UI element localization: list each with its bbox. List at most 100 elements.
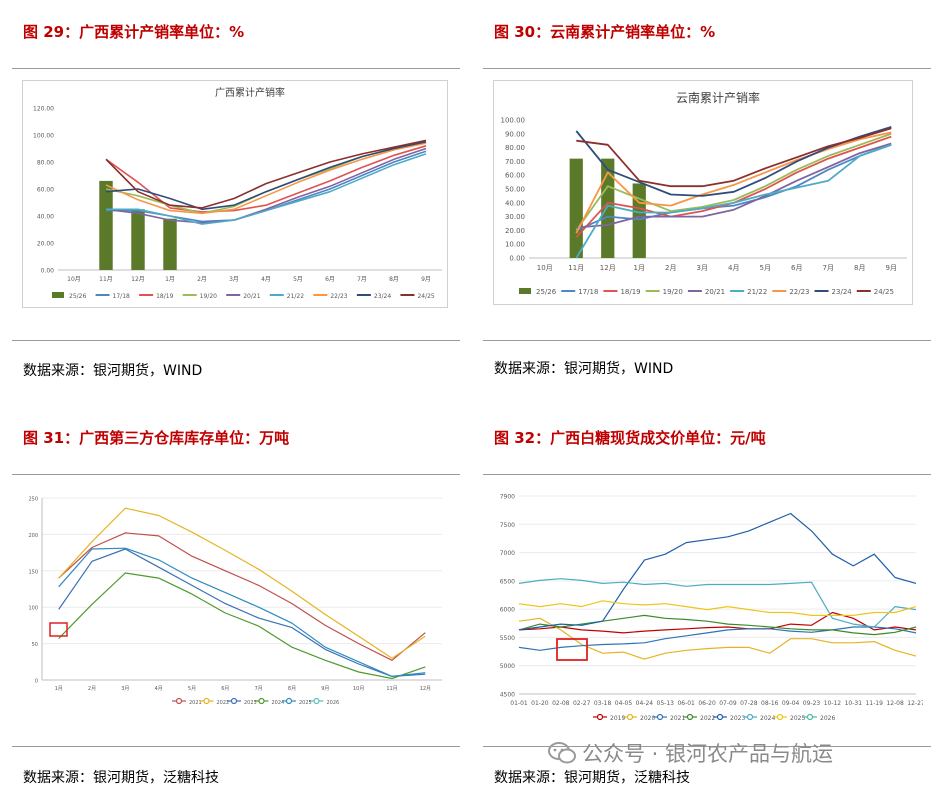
legend-label: 2021 (189, 700, 202, 706)
y-tick-label: 90.00 (505, 130, 525, 138)
x-tick-label: 6月 (325, 276, 335, 283)
legend-label: 19/20 (663, 288, 683, 296)
x-tick-label: 11月 (99, 276, 113, 283)
legend-marker (313, 697, 320, 705)
legend-marker (175, 697, 183, 705)
watermark-text: 公众号 · 银河农产品与航运 (582, 742, 834, 766)
legend-label: 2020 (640, 715, 655, 722)
bar-25/26 (99, 180, 113, 270)
y-tick-label: 10.00 (505, 241, 525, 249)
legend-label: 18/19 (620, 288, 640, 296)
figure-32-source: 数据来源：银河期货，泛糖科技 (494, 770, 690, 786)
chart-title: 广西累计产销率 (215, 86, 285, 99)
legend-label: 22/23 (789, 288, 809, 296)
line-24/25 (105, 139, 427, 209)
y-tick-label: 5000 (500, 663, 515, 670)
x-tick-label: 11-19 (865, 700, 883, 707)
y-tick-label: 20.00 (505, 227, 525, 235)
legend-marker (230, 697, 238, 705)
line-2019 (518, 611, 917, 634)
bar-25/26 (632, 183, 646, 258)
x-tick-label: 10月 (537, 264, 553, 272)
legend-swatch (52, 292, 64, 298)
x-tick-label: 7月 (823, 264, 834, 272)
y-tick-label: 200 (28, 533, 38, 539)
legend-marker (626, 713, 634, 721)
figure-30-source: 数据来源：银河期货，WIND (494, 361, 674, 377)
legend-label: 2023 (730, 715, 745, 722)
legend-label: 17/18 (113, 293, 130, 300)
x-tick-label: 4月 (728, 264, 739, 272)
x-tick-label: 9月 (321, 686, 329, 692)
figure-32-top-rule (483, 474, 931, 475)
figure-29-source: 数据来源：银河期货，WIND (23, 363, 203, 379)
x-tick-label: 3月 (697, 264, 708, 272)
line-21/22 (575, 143, 892, 259)
x-tick-label: 4月 (155, 686, 163, 692)
x-tick-label: 03-18 (594, 700, 612, 707)
legend-label: 2019 (610, 715, 625, 722)
chart-yunnan-sales-ratio: 云南累计产销率 0.00 10.00 20.00 30.00 40.00 50.00 60.0… (493, 80, 913, 305)
figure-29-title: 图 29：广西累计产销率单位：% (23, 23, 245, 41)
legend-label: 2022 (217, 700, 230, 706)
y-tick-label: 100.00 (33, 133, 54, 140)
x-tick-label: 9月 (886, 264, 897, 272)
x-tick-label: 5月 (188, 686, 196, 692)
highlight-box (556, 638, 588, 661)
line-19/20 (575, 132, 892, 231)
legend-label: 25/26 (536, 288, 557, 296)
bar-25/26 (569, 158, 583, 258)
chart-guangxi-warehouse-inventory: 0 50 100 150 200 250 1月 2月 3月 4月 5月 6月 7月 8月 9月 10月 11月 1… (22, 490, 442, 712)
legend-marker (285, 697, 293, 705)
x-tick-label: 02-27 (573, 700, 591, 707)
x-tick-label: 4月 (261, 276, 271, 283)
y-tick-label: 7000 (500, 550, 515, 557)
x-tick-label: 9月 (421, 276, 431, 283)
y-tick-label: 80.00 (505, 144, 525, 152)
legend-label: 2024 (272, 700, 285, 706)
x-tick-label: 8月 (288, 686, 296, 692)
figure-32-bottom-rule (483, 746, 931, 747)
x-tick-label: 2月 (197, 276, 207, 283)
x-tick-label: 1月 (55, 686, 63, 692)
line-23/24 (105, 141, 427, 211)
legend-label: 22/23 (330, 293, 347, 300)
x-tick-label: 04-24 (636, 700, 654, 707)
x-tick-label: 7月 (255, 686, 263, 692)
x-tick-label: 8月 (854, 264, 865, 272)
figure-31-title: 图 31：广西第三方仓库库存单位：万吨 (23, 429, 290, 447)
x-tick-label: 11月 (386, 686, 397, 692)
legend-label: 2024 (760, 715, 775, 722)
figure-29-top-rule (12, 68, 460, 69)
legend-marker (656, 713, 664, 721)
line-20/21 (576, 142, 892, 229)
wechat-icon (548, 741, 576, 769)
legend-label: 18/19 (156, 293, 173, 300)
y-tick-label: 6500 (500, 578, 515, 585)
y-tick-label: 40.00 (505, 199, 525, 207)
x-tick-label: 3月 (229, 276, 239, 283)
y-tick-label: 250 (28, 497, 38, 503)
figure-30-title: 图 30：云南累计产销率单位：% (494, 23, 716, 41)
legend-label: 23/24 (832, 288, 853, 296)
legend-marker (746, 713, 754, 721)
legend-label: 19/20 (200, 293, 217, 300)
y-tick-label: 40.00 (37, 214, 54, 221)
figure-31-top-rule (12, 474, 460, 475)
y-tick-label: 60.00 (505, 172, 525, 180)
line-22/23 (105, 142, 427, 215)
legend-label: 24/25 (874, 288, 894, 296)
x-tick-label: 1月 (634, 264, 645, 272)
x-tick-label: 10-31 (845, 700, 863, 707)
y-tick-label: 50.00 (505, 186, 525, 194)
line-2025 (58, 547, 426, 677)
x-tick-label: 07-09 (719, 700, 737, 707)
legend-label: 17/18 (578, 288, 598, 296)
line-2024 (58, 572, 426, 680)
x-tick-label: 8月 (389, 276, 399, 283)
x-tick-label: 10月 (353, 686, 364, 692)
legend-label: 2026 (327, 700, 340, 706)
legend-label: 20/21 (243, 293, 260, 300)
legend-label: 25/26 (69, 293, 86, 300)
x-tick-label: 11月 (568, 264, 584, 272)
